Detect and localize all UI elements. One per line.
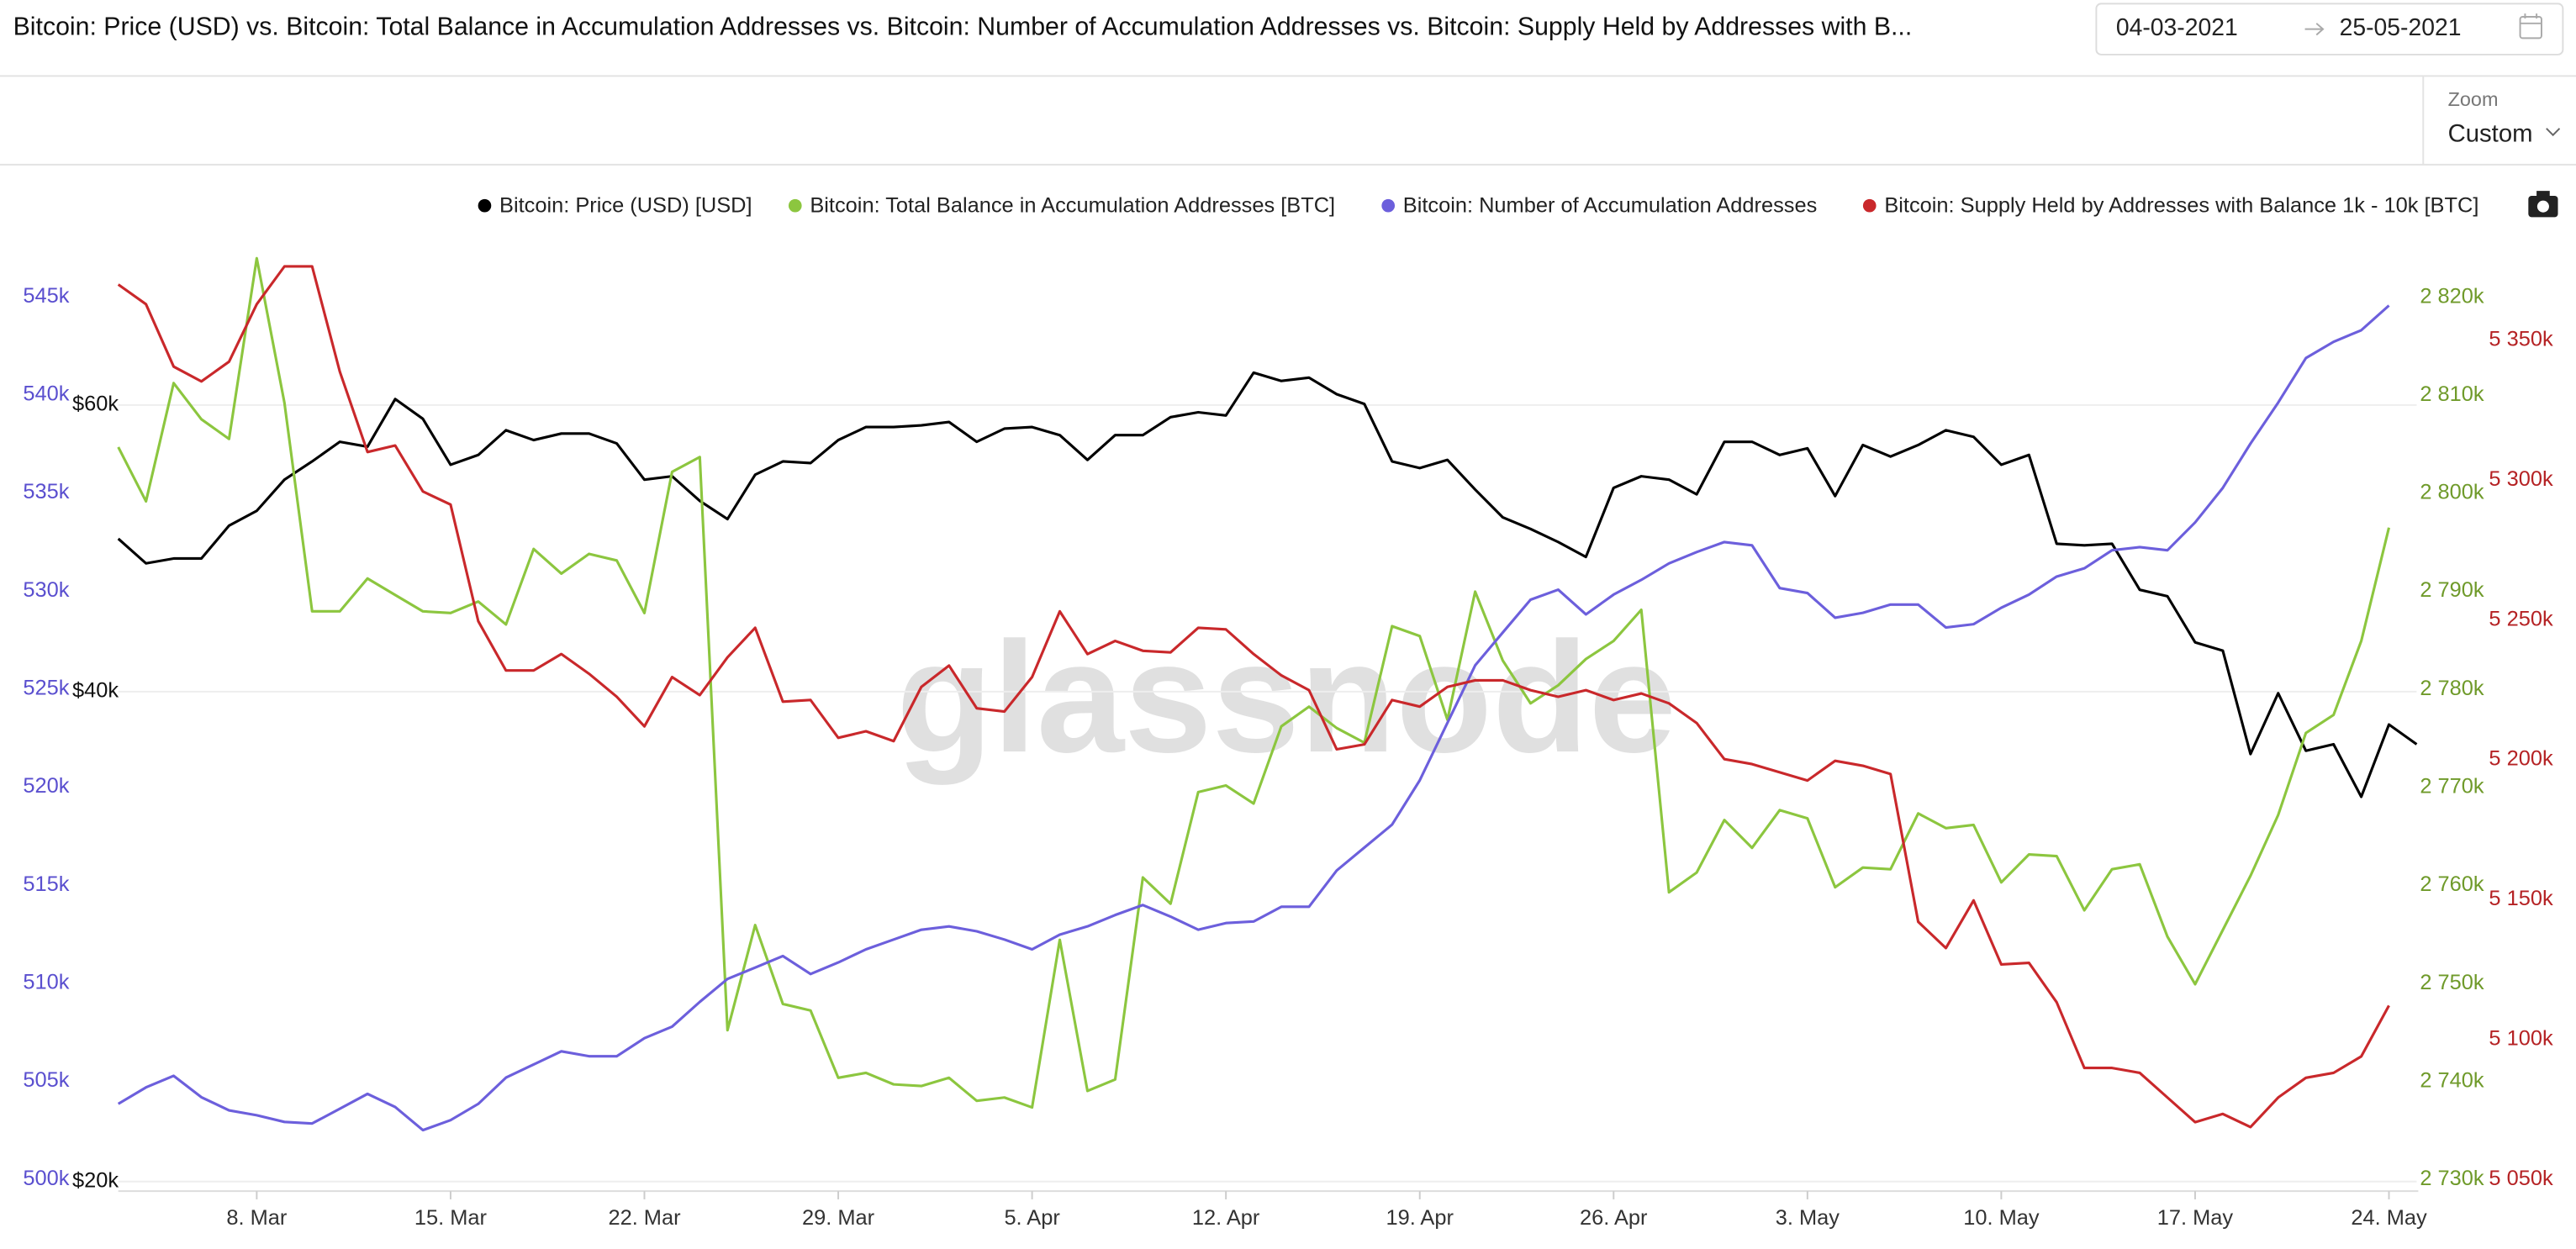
y-tick-label: $60k [72, 393, 119, 416]
zoom-select[interactable]: Custom [2448, 119, 2533, 147]
camera-icon[interactable] [2528, 191, 2558, 218]
x-tick-label: 5. Apr [1004, 1206, 1060, 1230]
y-tick-label: 510k [23, 971, 69, 994]
y-tick-label: 2 770k [2420, 775, 2484, 798]
x-tick-label: 19. Apr [1386, 1206, 1454, 1230]
y-tick-label: 505k [23, 1068, 69, 1092]
legend-label: Bitcoin: Price (USD) [USD] [499, 193, 752, 217]
y-tick-label: 2 820k [2420, 284, 2484, 308]
y-tick-label: 520k [23, 774, 69, 798]
y-tick-label: $40k [72, 679, 119, 703]
y-tick-label: 5 250k [2489, 607, 2553, 630]
x-tick-label: 3. May [1776, 1206, 1840, 1230]
y-tick-label: 2 760k [2420, 872, 2484, 896]
x-tick-label: 15. Mar [414, 1206, 488, 1230]
watermark: glassnode [896, 609, 1676, 785]
series-line [117, 256, 2391, 1109]
legend-label: Bitcoin: Total Balance in Accumulation A… [810, 193, 1335, 217]
y-tick-label: 545k [23, 284, 69, 308]
y-tick-label: 5 350k [2489, 327, 2553, 350]
date-from[interactable]: 04-03-2021 [2116, 14, 2238, 41]
y-tick-label: 530k [23, 578, 69, 602]
y-tick-label: 5 300k [2489, 467, 2553, 491]
y-tick-label: 5 150k [2489, 887, 2553, 910]
y-tick-label: 5 200k [2489, 747, 2553, 771]
legend-marker [1862, 198, 1877, 213]
x-tick-label: 12. Apr [1192, 1206, 1260, 1230]
y-tick-label: 5 050k [2489, 1167, 2553, 1190]
legend-marker [478, 198, 492, 213]
x-tick-label: 17. May [2157, 1206, 2234, 1230]
legend-marker [788, 198, 802, 213]
chart-title: Bitcoin: Price (USD) vs. Bitcoin: Total … [13, 13, 1913, 41]
legend-label: Bitcoin: Number of Accumulation Addresse… [1403, 193, 1818, 217]
y-tick-label: 2 810k [2420, 382, 2484, 406]
zoom-caret [2546, 128, 2561, 137]
series-line [117, 304, 2390, 1132]
y-tick-label: 515k [23, 872, 69, 896]
x-tick-label: 24. May [2351, 1206, 2427, 1230]
y-tick-label: 2 740k [2420, 1069, 2484, 1093]
legend-marker [1381, 198, 1396, 213]
range-arrow [2304, 23, 2325, 36]
series-line [117, 265, 2390, 1129]
date-to[interactable]: 25-05-2021 [2340, 14, 2462, 41]
y-tick-label: $20k [72, 1168, 119, 1192]
y-tick-label: 500k [23, 1167, 69, 1190]
y-tick-label: 2 800k [2420, 481, 2484, 504]
y-tick-label: 540k [23, 382, 69, 406]
y-tick-label: 2 730k [2420, 1167, 2484, 1190]
x-tick-label: 29. Mar [802, 1206, 875, 1230]
x-tick-label: 8. Mar [226, 1206, 288, 1230]
x-tick-label: 26. Apr [1580, 1206, 1648, 1230]
y-tick-label: 2 790k [2420, 578, 2484, 602]
y-tick-label: 2 750k [2420, 971, 2484, 994]
y-tick-label: 5 100k [2489, 1027, 2553, 1051]
y-tick-label: 525k [23, 677, 69, 700]
y-tick-label: 2 780k [2420, 677, 2484, 700]
date-range-picker[interactable] [2095, 3, 2564, 55]
x-tick-label: 10. May [1963, 1206, 2040, 1230]
y-tick-label: 535k [23, 480, 69, 503]
calendar-icon[interactable] [2519, 13, 2542, 40]
legend-label: Bitcoin: Supply Held by Addresses with B… [1884, 193, 2478, 217]
zoom-label: Zoom [2448, 88, 2499, 110]
series-line [117, 371, 2418, 798]
x-tick-label: 22. Mar [608, 1206, 681, 1230]
